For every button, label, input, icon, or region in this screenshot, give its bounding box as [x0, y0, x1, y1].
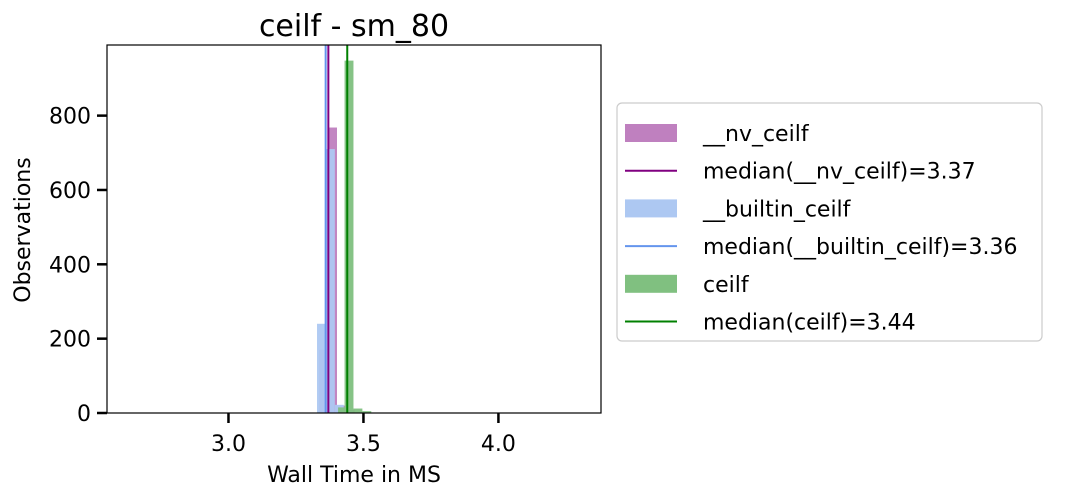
plot-frame [106, 44, 602, 414]
bars-layer [317, 60, 372, 413]
legend-swatch-series-0 [625, 124, 677, 142]
bar-2-2 [353, 408, 363, 413]
legend-label-series-2: ceilf [703, 273, 750, 298]
legend-label-median-1: median(__builtin_ceilf)=3.36 [703, 235, 1017, 260]
y-axis: 0 200 400 600 800 [49, 105, 107, 427]
y-axis-label: Observations [11, 157, 36, 302]
x-tick-label-0: 3.0 [211, 432, 246, 457]
y-tick-label-1: 200 [49, 328, 91, 353]
legend-label-series-1: __builtin_ceilf [702, 197, 852, 222]
y-tick-label-0: 0 [77, 402, 91, 427]
bar-1-0 [317, 323, 326, 413]
x-axis: 3.0 3.5 4.0 [211, 413, 516, 457]
x-tick-label-1: 3.5 [346, 432, 381, 457]
x-tick-label-2: 4.0 [481, 432, 516, 457]
bar-1-1 [325, 149, 335, 413]
bar-2-0 [338, 407, 347, 413]
legend-swatch-series-2 [625, 274, 677, 293]
y-tick-label-4: 800 [49, 105, 91, 130]
legend-label-median-2: median(ceilf)=3.44 [703, 311, 916, 336]
bar-2-3 [362, 411, 372, 413]
legend-label-series-0: __nv_ceilf [702, 122, 810, 147]
legend: __nv_ceilf median(__nv_ceilf)=3.37 __built… [616, 102, 1043, 342]
legend-label-median-0: median(__nv_ceilf)=3.37 [703, 160, 976, 185]
bar-2-1 [344, 60, 354, 413]
legend-frame [616, 102, 1043, 342]
median-lines-layer [324, 45, 349, 413]
chart-title: ceilf - sm_80 [259, 9, 449, 44]
x-axis-label: Wall Time in MS [267, 463, 441, 488]
y-tick-label-2: 400 [49, 253, 91, 278]
y-tick-label-3: 600 [49, 179, 91, 204]
legend-swatch-series-1 [625, 199, 677, 218]
